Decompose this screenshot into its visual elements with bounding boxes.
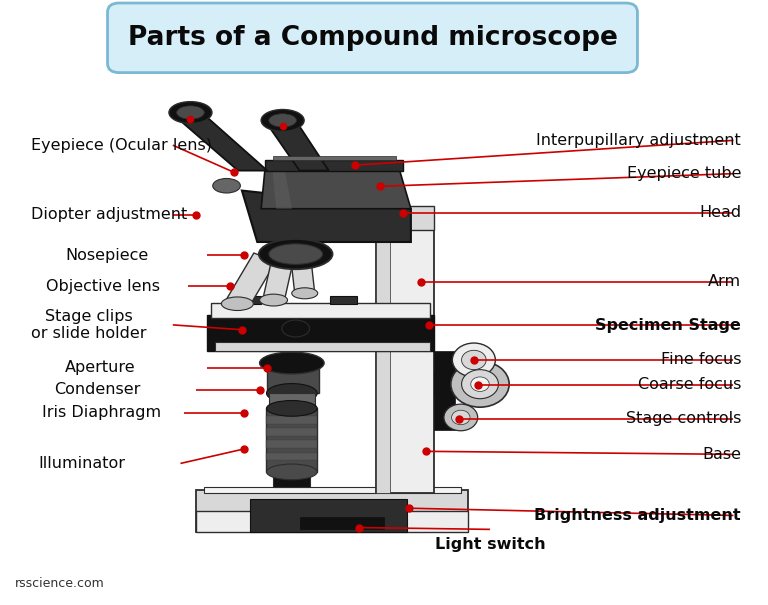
Polygon shape (273, 469, 310, 487)
Ellipse shape (266, 384, 317, 403)
Polygon shape (376, 206, 434, 230)
Polygon shape (196, 490, 468, 532)
Text: Head: Head (699, 206, 741, 220)
Polygon shape (269, 393, 315, 408)
Ellipse shape (259, 239, 333, 269)
Text: Eyepiece (Ocular lens): Eyepiece (Ocular lens) (31, 138, 212, 152)
Bar (330, 296, 357, 304)
Text: Base: Base (702, 447, 741, 462)
Text: Light switch: Light switch (435, 537, 545, 552)
Ellipse shape (260, 294, 287, 306)
Ellipse shape (292, 288, 318, 299)
Polygon shape (267, 363, 319, 393)
Text: Condenser: Condenser (54, 382, 140, 397)
Text: Stage clips
or slide holder: Stage clips or slide holder (31, 309, 146, 341)
Ellipse shape (282, 320, 310, 337)
Text: Fine focus: Fine focus (660, 353, 741, 367)
Polygon shape (273, 156, 396, 160)
Ellipse shape (444, 404, 478, 431)
Polygon shape (211, 302, 430, 318)
Ellipse shape (266, 401, 317, 416)
Polygon shape (207, 315, 434, 351)
Ellipse shape (471, 377, 489, 391)
Polygon shape (266, 428, 317, 436)
Text: Aperture: Aperture (65, 361, 136, 375)
Ellipse shape (452, 410, 470, 425)
Polygon shape (266, 453, 317, 460)
Polygon shape (250, 499, 407, 532)
Polygon shape (434, 372, 453, 396)
Text: Iris Diaphragm: Iris Diaphragm (42, 405, 161, 420)
Polygon shape (267, 124, 329, 171)
Text: Illuminator: Illuminator (38, 456, 125, 471)
Polygon shape (204, 487, 461, 493)
Polygon shape (261, 169, 411, 209)
Polygon shape (215, 342, 430, 351)
Text: Interpupillary adjustment: Interpupillary adjustment (536, 133, 741, 148)
Text: Objective lens: Objective lens (46, 279, 160, 293)
Polygon shape (242, 191, 411, 242)
Polygon shape (273, 169, 292, 209)
Polygon shape (263, 258, 293, 301)
Bar (234, 296, 261, 304)
Ellipse shape (269, 114, 296, 127)
Polygon shape (291, 260, 315, 294)
Polygon shape (300, 517, 384, 529)
Ellipse shape (452, 343, 495, 377)
Ellipse shape (260, 352, 324, 374)
Ellipse shape (451, 361, 509, 407)
Polygon shape (175, 116, 267, 171)
FancyBboxPatch shape (108, 3, 637, 73)
Polygon shape (266, 416, 317, 423)
Text: Stage controls: Stage controls (626, 411, 741, 426)
Ellipse shape (169, 102, 212, 123)
Ellipse shape (462, 350, 486, 370)
Polygon shape (196, 511, 468, 532)
Polygon shape (376, 221, 390, 493)
Ellipse shape (269, 244, 323, 264)
Text: Brightness adjustment: Brightness adjustment (535, 508, 741, 523)
Ellipse shape (221, 297, 253, 310)
Text: Parts of a Compound microscope: Parts of a Compound microscope (127, 25, 617, 51)
Polygon shape (434, 351, 455, 430)
Ellipse shape (266, 464, 317, 480)
Ellipse shape (177, 106, 204, 119)
Polygon shape (266, 440, 317, 448)
Text: Arm: Arm (708, 275, 741, 289)
Text: Coarse focus: Coarse focus (637, 378, 741, 392)
Text: rsscience.com: rsscience.com (15, 577, 105, 590)
Text: Diopter adjustment: Diopter adjustment (31, 208, 187, 222)
Text: Eyepiece tube: Eyepiece tube (627, 166, 741, 181)
Text: Specimen Stage: Specimen Stage (595, 318, 741, 333)
Polygon shape (227, 253, 276, 308)
Ellipse shape (213, 178, 240, 193)
Ellipse shape (261, 110, 304, 131)
Ellipse shape (462, 370, 498, 399)
Text: Nosepiece: Nosepiece (65, 248, 148, 263)
Polygon shape (266, 408, 317, 472)
Polygon shape (376, 221, 434, 493)
Polygon shape (265, 160, 403, 171)
